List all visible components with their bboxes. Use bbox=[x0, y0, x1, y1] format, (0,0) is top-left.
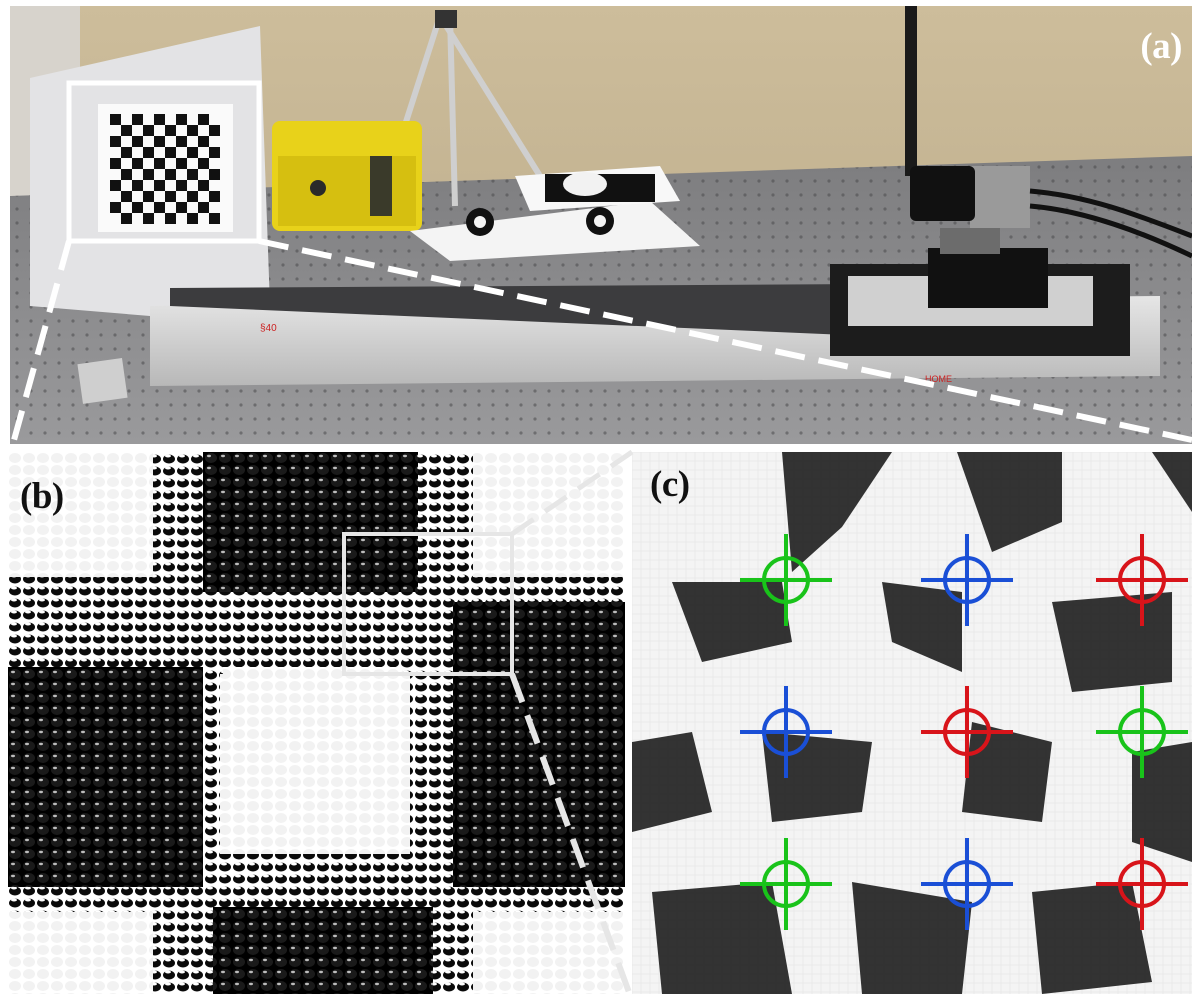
rail-mark: §40 bbox=[260, 323, 277, 334]
blue-corner-marker bbox=[921, 534, 1013, 626]
checker-square bbox=[165, 169, 176, 180]
checker-square bbox=[187, 169, 198, 180]
checker-square bbox=[143, 213, 154, 224]
checker-square bbox=[176, 114, 187, 125]
checker-square bbox=[154, 180, 165, 191]
checker-square bbox=[121, 213, 132, 224]
checker-square bbox=[143, 191, 154, 202]
checker-square bbox=[165, 213, 176, 224]
checker-square bbox=[209, 213, 220, 224]
checker-square bbox=[143, 125, 154, 136]
checker-square bbox=[154, 136, 165, 147]
yellow-case bbox=[272, 121, 422, 231]
dark-square bbox=[8, 667, 203, 887]
setup-photo: §40 HOME bbox=[10, 6, 1192, 444]
checker-square bbox=[187, 125, 198, 136]
checker-square bbox=[198, 180, 209, 191]
checker-square bbox=[110, 158, 121, 169]
blue-corner-marker bbox=[740, 686, 832, 778]
checker-square bbox=[165, 191, 176, 202]
red-corner-marker bbox=[1096, 534, 1188, 626]
dark-square bbox=[213, 907, 433, 994]
checker-square bbox=[198, 202, 209, 213]
checker-square bbox=[132, 202, 143, 213]
checker-square bbox=[187, 191, 198, 202]
blue-corner-marker bbox=[921, 838, 1013, 930]
checker-square bbox=[132, 114, 143, 125]
checker-square bbox=[198, 136, 209, 147]
checker-square bbox=[209, 169, 220, 180]
checker-square bbox=[209, 147, 220, 158]
checker-square bbox=[110, 202, 121, 213]
home-mark: HOME bbox=[925, 374, 952, 384]
checker-square bbox=[209, 191, 220, 202]
panel-b-microlens-image: (b) bbox=[8, 452, 625, 994]
checker-square bbox=[176, 136, 187, 147]
checker-square bbox=[176, 158, 187, 169]
checker-square bbox=[176, 202, 187, 213]
checker-square bbox=[121, 125, 132, 136]
checker-square bbox=[110, 136, 121, 147]
green-corner-marker bbox=[740, 534, 832, 626]
checker-square bbox=[121, 191, 132, 202]
green-corner-marker bbox=[740, 838, 832, 930]
red-corner-marker bbox=[921, 686, 1013, 778]
checker-square bbox=[121, 147, 132, 158]
checker-square bbox=[187, 213, 198, 224]
checker-square bbox=[132, 136, 143, 147]
checker-square bbox=[154, 202, 165, 213]
checker-square bbox=[198, 158, 209, 169]
checker-square bbox=[143, 147, 154, 158]
green-corner-marker bbox=[1096, 686, 1188, 778]
checker-square bbox=[154, 158, 165, 169]
panel-a-label: (a) bbox=[1140, 26, 1182, 67]
checker-square bbox=[209, 125, 220, 136]
checker-square bbox=[165, 125, 176, 136]
panel-c-label: (c) bbox=[650, 464, 690, 505]
checker-square bbox=[198, 114, 209, 125]
light-square bbox=[220, 674, 410, 854]
dark-square bbox=[453, 602, 625, 887]
checker-square bbox=[110, 180, 121, 191]
pole bbox=[905, 6, 917, 176]
dark-square bbox=[203, 452, 418, 592]
checker-square bbox=[165, 147, 176, 158]
zoomed-image bbox=[632, 452, 1192, 994]
checker-square bbox=[132, 180, 143, 191]
checker-square bbox=[132, 158, 143, 169]
checker-square bbox=[110, 114, 121, 125]
microlens-image bbox=[8, 452, 625, 994]
corner-markers bbox=[740, 534, 1188, 930]
checker-square bbox=[143, 169, 154, 180]
panel-a-photo: §40 HOME (a) bbox=[10, 6, 1192, 444]
checker-square bbox=[187, 147, 198, 158]
red-corner-marker bbox=[1096, 838, 1188, 930]
checker-square bbox=[121, 169, 132, 180]
panel-c-corner-detection: (c) bbox=[632, 452, 1192, 994]
panel-b-label: (b) bbox=[20, 476, 64, 517]
checker-square bbox=[176, 180, 187, 191]
checker-square bbox=[154, 114, 165, 125]
